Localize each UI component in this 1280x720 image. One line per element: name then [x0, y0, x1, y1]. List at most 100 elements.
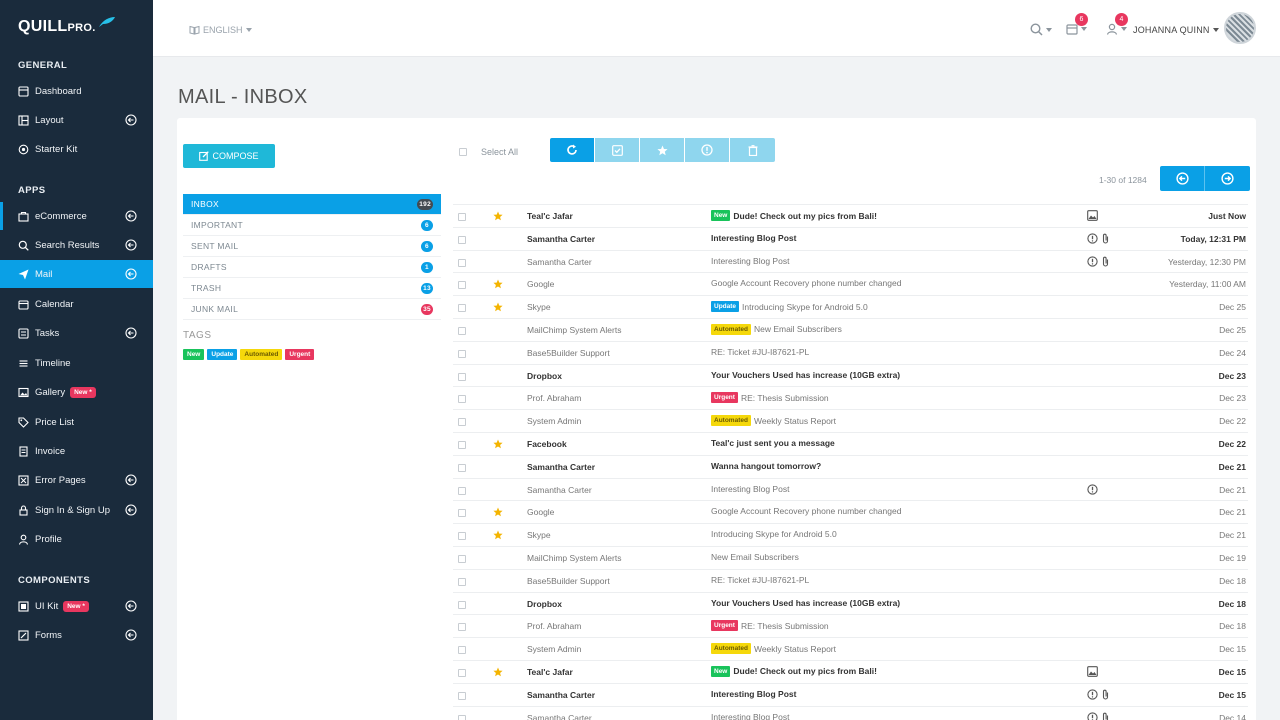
star-button[interactable] [640, 138, 685, 162]
sidebar-item-tasks[interactable]: Tasks [0, 319, 153, 347]
mail-row[interactable]: Dropbox Your Vouchers Used has increase (… [453, 591, 1248, 615]
mail-row[interactable]: Facebook Teal'c just sent you a message De… [453, 431, 1248, 455]
folder-sent-mail[interactable]: SENT MAIL 6 [183, 236, 441, 257]
tag-automated[interactable]: Automated [240, 349, 283, 360]
sidebar-item-price-list[interactable]: Price List [0, 408, 153, 436]
sidebar-item-forms[interactable]: Forms [0, 621, 153, 649]
delete-button[interactable] [730, 138, 775, 162]
sidebar-item-gallery[interactable]: Gallery New * [0, 378, 153, 406]
user-menu[interactable]: JOHANNA QUINN [1133, 25, 1219, 35]
mail-checkbox[interactable] [458, 691, 466, 700]
mail-checkbox[interactable] [458, 623, 466, 632]
mail-checkbox[interactable] [458, 395, 466, 404]
sidebar-section-title: GENERAL [18, 60, 68, 71]
mail-checkbox[interactable] [458, 304, 466, 313]
mail-date: Yesterday, 11:00 AM [1169, 279, 1246, 290]
sidebar-item-mail[interactable]: Mail [0, 260, 153, 288]
mail-row[interactable]: Google Google Account Recovery phone numb… [453, 500, 1248, 523]
sidebar-item-layout[interactable]: Layout [0, 106, 153, 134]
mail-checkbox[interactable] [458, 554, 466, 563]
mail-checkbox[interactable] [458, 235, 466, 244]
sidebar-item-error-pages[interactable]: Error Pages [0, 466, 153, 494]
sidebar-item-invoice[interactable]: Invoice [0, 437, 153, 465]
mail-row[interactable]: Base5Builder Support RE: Ticket #JU-I8762… [453, 340, 1248, 364]
mail-checkbox[interactable] [458, 258, 466, 267]
select-all[interactable]: Select All [459, 147, 518, 157]
mail-row[interactable]: Samantha Carter Wanna hangout tomorrow? De… [453, 454, 1248, 478]
mail-row[interactable]: System Admin Automated Weekly Status Repor… [453, 409, 1248, 432]
mail-row[interactable]: System Admin Automated Weekly Status Repor… [453, 637, 1248, 660]
mail-row[interactable]: Samantha Carter Interesting Blog Post Yest… [453, 249, 1248, 273]
mail-row[interactable]: MailChimp System Alerts Automated New Emai… [453, 317, 1248, 341]
previous-page-button[interactable] [1160, 166, 1205, 191]
mail-checkbox[interactable] [458, 418, 466, 427]
sidebar-item-starter-kit[interactable]: Starter Kit [0, 135, 153, 163]
mark-important-button[interactable] [685, 138, 730, 162]
sidebar-item-dashboard[interactable]: Dashboard [0, 77, 153, 105]
sidebar-item-calendar[interactable]: Calendar [0, 290, 153, 318]
mail-checkbox[interactable] [458, 486, 466, 495]
mail-row[interactable]: Skype Update Introducing Skype for Android… [453, 295, 1248, 318]
notifications-toggle[interactable]: 6 [1066, 13, 1088, 35]
tag-update[interactable]: Update [207, 349, 238, 360]
mail-checkbox[interactable] [458, 646, 466, 655]
mail-row[interactable]: Dropbox Your Vouchers Used has increase (… [453, 363, 1248, 387]
mail-row[interactable]: Samantha Carter Interesting Blog Post Toda… [453, 226, 1248, 250]
folder-inbox[interactable]: INBOX 192 [183, 194, 441, 215]
error-pages-icon [18, 474, 29, 486]
mail-row[interactable]: Prof. Abraham Urgent RE: Thesis Submission… [453, 614, 1248, 637]
folder-count-badge: 13 [421, 282, 433, 294]
avatar[interactable] [1224, 12, 1256, 44]
select-all-checkbox[interactable] [459, 148, 467, 156]
mail-row[interactable]: Base5Builder Support RE: Ticket #JU-I8762… [453, 568, 1248, 592]
mail-row[interactable]: Samantha Carter Interesting Blog Post Dec … [453, 705, 1248, 720]
sidebar-item-search-results[interactable]: Search Results [0, 231, 153, 259]
search-toggle[interactable] [1030, 23, 1052, 36]
compose-button[interactable]: COMPOSE [183, 144, 275, 168]
mail-row[interactable]: Teal'c Jafar New Dude! Check out my pics f… [453, 659, 1248, 683]
mail-subject-text: Interesting Blog Post [711, 232, 797, 243]
folder-important[interactable]: IMPORTANT 6 [183, 215, 441, 236]
mail-date: Dec 15 [1218, 666, 1246, 677]
mail-checkbox[interactable] [458, 440, 466, 449]
mail-row[interactable]: MailChimp System Alerts New Email Subscri… [453, 545, 1248, 569]
next-page-button[interactable] [1205, 166, 1250, 191]
sidebar-item-profile[interactable]: Profile [0, 525, 153, 553]
sidebar-item-ui-kit[interactable]: UI Kit New * [0, 592, 153, 620]
brand-logo[interactable]: QUILL PRO. [18, 17, 116, 36]
mail-checkbox[interactable] [458, 577, 466, 586]
mail-row[interactable]: Samantha Carter Interesting Blog Post Dec … [453, 477, 1248, 501]
mail-checkbox[interactable] [458, 668, 466, 677]
mail-row[interactable]: Skype Introducing Skype for Android 5.0 De… [453, 523, 1248, 546]
mail-row[interactable]: Teal'c Jafar New Dude! Check out my pics f… [453, 204, 1248, 227]
refresh-button[interactable] [550, 138, 595, 162]
mail-row[interactable]: Google Google Account Recovery phone numb… [453, 272, 1248, 295]
mail-subject-text: Google Account Recovery phone number cha… [711, 506, 902, 517]
tag-new[interactable]: New [183, 349, 205, 360]
mail-checkbox[interactable] [458, 463, 466, 472]
sidebar-item-sign-in-sign-up[interactable]: Sign In & Sign Up [0, 496, 153, 524]
sidebar-item-timeline[interactable]: Timeline [0, 349, 153, 377]
folder-junk-mail[interactable]: JUNK MAIL 35 [183, 299, 441, 320]
mail-checkbox[interactable] [458, 281, 466, 290]
mark-read-button[interactable] [595, 138, 640, 162]
mail-row[interactable]: Prof. Abraham Urgent RE: Thesis Submission… [453, 386, 1248, 409]
mail-checkbox[interactable] [458, 714, 466, 720]
mail-checkbox[interactable] [458, 213, 466, 221]
compose-label: COMPOSE [212, 151, 259, 161]
star-icon [493, 279, 503, 289]
messages-toggle[interactable]: 4 [1106, 13, 1128, 35]
folder-drafts[interactable]: DRAFTS 1 [183, 257, 441, 278]
mail-checkbox[interactable] [458, 532, 466, 541]
language-selector[interactable]: ENGLISH [189, 25, 255, 35]
mail-checkbox[interactable] [458, 600, 466, 609]
mail-checkbox[interactable] [458, 372, 466, 381]
folder-trash[interactable]: TRASH 13 [183, 278, 441, 299]
mail-checkbox[interactable] [458, 349, 466, 358]
tag-urgent[interactable]: Urgent [285, 349, 315, 360]
mail-checkbox[interactable] [458, 326, 466, 335]
sidebar-item-ecommerce[interactable]: eCommerce [0, 202, 153, 230]
mail-checkbox[interactable] [458, 509, 466, 518]
mail-row[interactable]: Samantha Carter Interesting Blog Post Dec … [453, 682, 1248, 706]
edit-icon [199, 151, 210, 161]
